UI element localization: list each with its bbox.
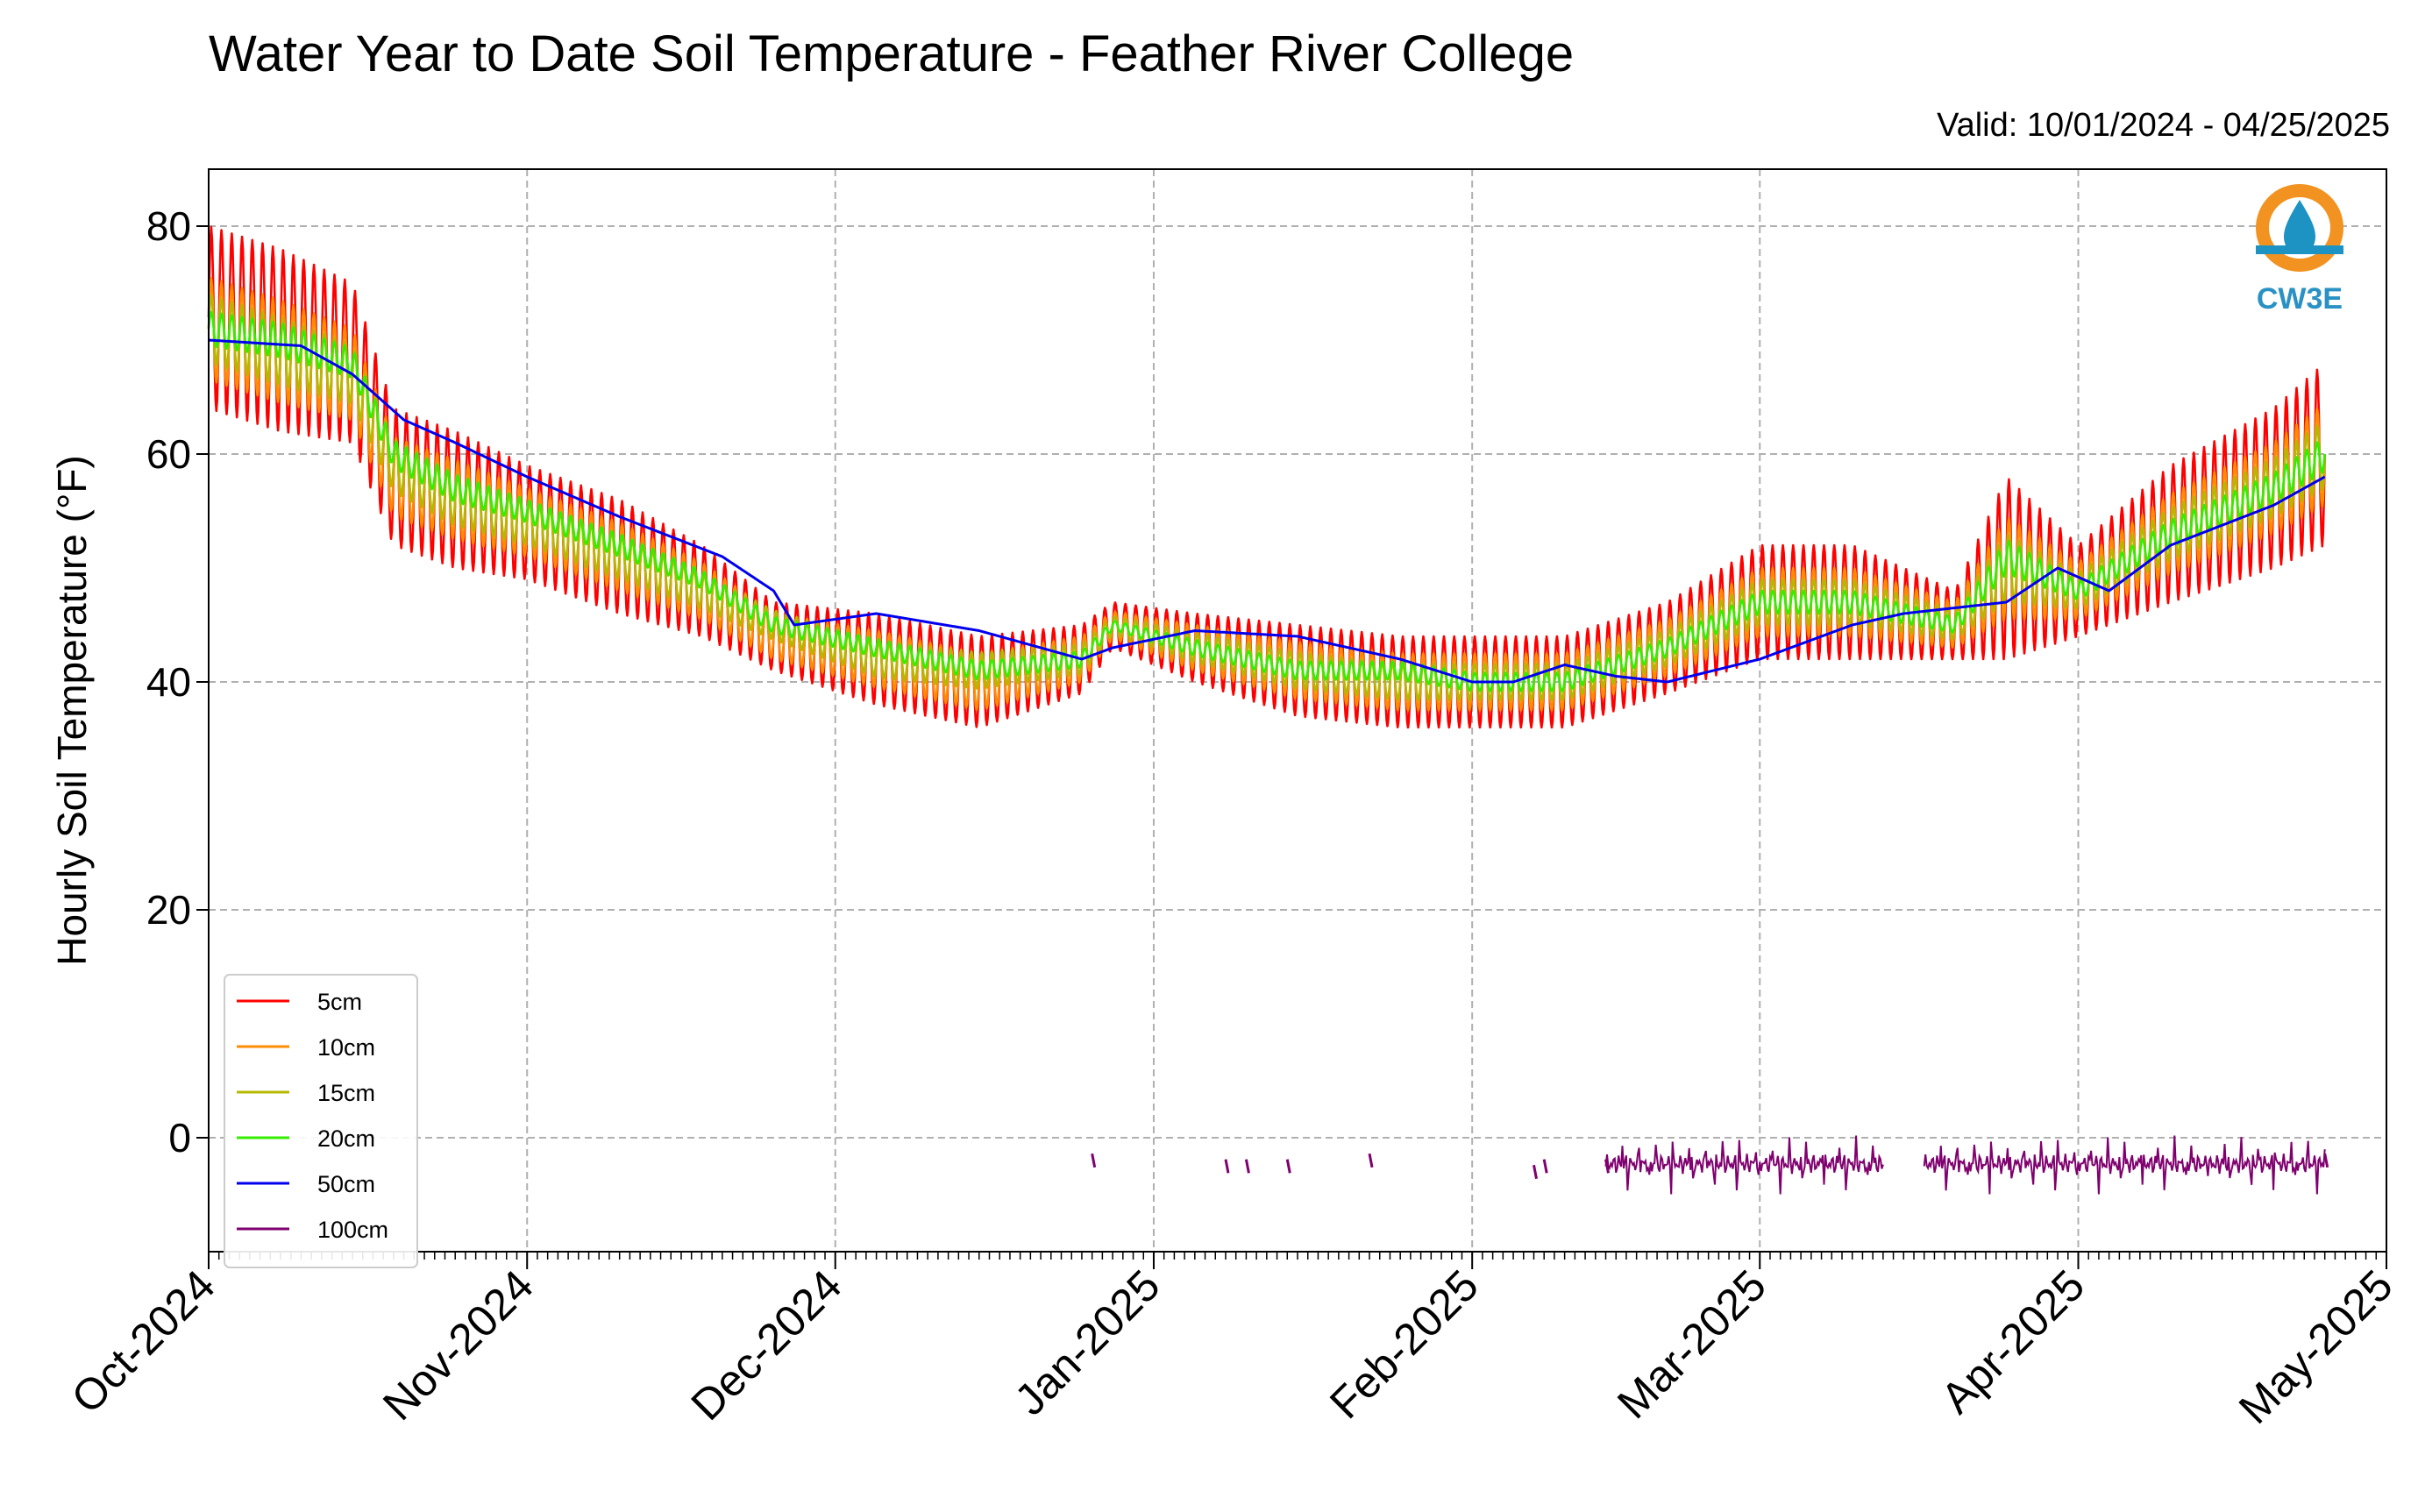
x-tick-label: May-2025 — [2230, 1260, 2402, 1433]
cw3e-logo: CW3E — [2256, 184, 2343, 316]
series-20cm-line — [207, 310, 2326, 692]
legend-label: 20cm — [317, 1125, 375, 1152]
valid-date-range: Valid: 10/01/2024 - 04/25/2025 — [1937, 107, 2390, 144]
series-100cm-line — [1923, 1135, 2326, 1195]
x-tick-label: Dec-2024 — [682, 1260, 851, 1430]
x-tick-label: Nov-2024 — [373, 1260, 543, 1430]
logo-wave — [2256, 245, 2343, 254]
water-drop-logo-icon — [2284, 200, 2315, 254]
y-tick-label: 80 — [146, 203, 191, 249]
y-tick-label: 0 — [168, 1115, 191, 1161]
y-tick-label: 60 — [146, 431, 191, 477]
series-100cm-mark — [2323, 1153, 2329, 1168]
series-100cm-line — [1604, 1135, 1884, 1195]
series-100cm-mark — [1533, 1164, 1538, 1180]
legend-label: 15cm — [317, 1080, 375, 1106]
series-100cm-mark — [1368, 1153, 1374, 1168]
series-100cm-mark — [1542, 1159, 1548, 1174]
logo-text: CW3E — [2257, 282, 2343, 316]
series-50cm-line — [208, 338, 2326, 684]
y-axis-label: Hourly Soil Temperature (°F) — [49, 455, 95, 966]
series-layer — [207, 225, 2329, 1195]
y-tick-label: 20 — [146, 887, 191, 933]
y-tick-label: 40 — [146, 659, 191, 705]
plot-frame — [208, 168, 2387, 1253]
x-tick-label: Mar-2025 — [1608, 1260, 1775, 1428]
x-tick-label: Oct-2024 — [62, 1260, 224, 1423]
legend-label: 100cm — [317, 1217, 388, 1243]
series-100cm-mark — [1285, 1159, 1291, 1174]
chart-title: Water Year to Date Soil Temperature - Fe… — [209, 25, 1575, 82]
legend-label: 5cm — [317, 989, 362, 1015]
legend-label: 10cm — [317, 1034, 375, 1061]
series-100cm-mark — [1244, 1159, 1250, 1174]
x-tick-label: Apr-2025 — [1931, 1260, 2094, 1423]
grid-layer — [209, 169, 2386, 1252]
legend-label: 50cm — [317, 1171, 375, 1197]
series-100cm-mark — [1091, 1153, 1097, 1168]
series-100cm-mark — [1224, 1159, 1230, 1174]
series-100cm — [1091, 1135, 2329, 1195]
x-tick-label: Feb-2025 — [1320, 1260, 1488, 1428]
legend: 5cm 10cm 15cm 20cm 50cm 100cm — [224, 974, 418, 1268]
x-tick-label: Jan-2025 — [1006, 1260, 1170, 1424]
